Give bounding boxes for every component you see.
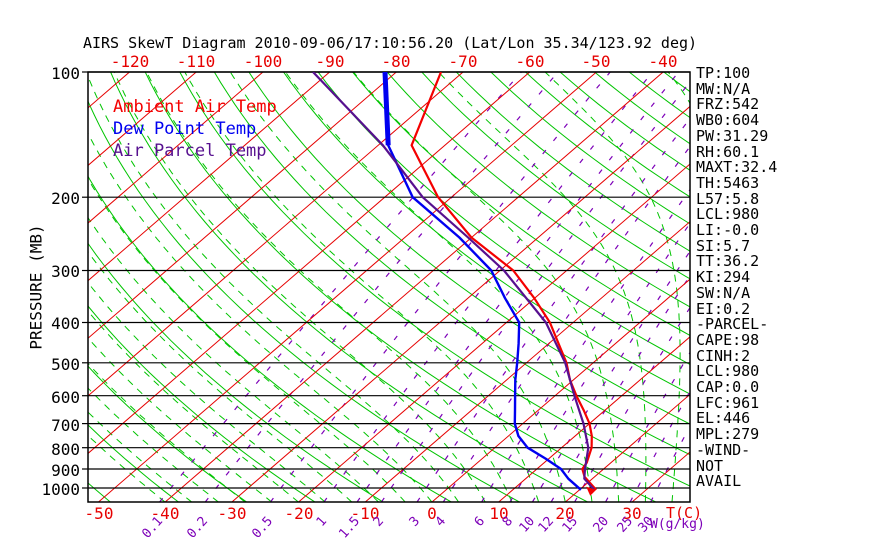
bottom-temp-label: 0	[427, 504, 437, 523]
stat-line-cape-98: CAPE:98	[696, 330, 760, 349]
legend-item-2: Air Parcel Temp	[113, 141, 267, 161]
stat-line-rh-60-1: RH:60.1	[696, 142, 760, 161]
stat-line-mw-n-a: MW:N/A	[696, 79, 751, 98]
stat-line-ei-0-2: EI:0.2	[696, 299, 751, 318]
legend-item-1: Dew Point Temp	[113, 119, 257, 139]
bottom-temp-label: -20	[284, 504, 314, 523]
bottom-temp-label: -50	[84, 504, 114, 523]
top-temp-label: -80	[381, 52, 411, 71]
stat-line-cap-0-0: CAP:0.0	[696, 378, 760, 396]
stat-line-tp-100: TP:100	[696, 64, 751, 82]
bottom-temp-label: 20	[555, 504, 575, 523]
stat-line-pw-31-29: PW:31.29	[696, 126, 769, 145]
top-temp-label: -120	[110, 52, 150, 71]
pressure-tick-label: 900	[51, 461, 80, 480]
pressure-tick-label: 800	[51, 440, 80, 459]
top-temp-label: -40	[648, 52, 678, 71]
top-temp-label: -70	[448, 52, 478, 71]
stat-line-wb0-604: WB0:604	[696, 111, 760, 130]
stat-line-tt-36-2: TT:36.2	[696, 252, 760, 271]
pressure-tick-label: 100	[51, 64, 80, 83]
stat-line-l57-5-8: L57:5.8	[696, 189, 760, 208]
stat-line-maxt-32-4: MAXT:32.4	[696, 158, 778, 177]
stat-line-avail: AVAIL	[696, 472, 742, 491]
stat-line-th-5463: TH:5463	[696, 173, 760, 192]
stat-line--wind-: -WIND-	[696, 440, 751, 459]
bottom-temp-label: -30	[217, 504, 247, 523]
stat-line-lcl-980: LCL:980	[696, 205, 760, 224]
pressure-tick-label: 700	[51, 416, 80, 435]
stat-line-li-0-0: LI:-0.0	[696, 221, 760, 239]
stat-line-ki-294: KI:294	[696, 268, 751, 287]
stat-line-sw-n-a: SW:N/A	[696, 283, 751, 302]
bottom-temp-label: -40	[150, 504, 180, 523]
pressure-tick-label: 600	[51, 388, 80, 407]
stat-line--parcel-: -PARCEL-	[696, 315, 769, 334]
bottom-temp-label: 10	[489, 504, 509, 523]
top-temp-label: -90	[315, 52, 345, 71]
mixing-axis-unit-label: W(g/kg)	[650, 517, 705, 532]
temp-axis-unit-label: T(C)	[666, 504, 703, 522]
chart-title: AIRS SkewT Diagram 2010-09-06/17:10:56.2…	[82, 34, 698, 52]
stat-line-lfc-961: LFC:961	[696, 393, 760, 412]
top-temp-label: -50	[581, 52, 611, 71]
bottom-temp-label: -10	[350, 504, 380, 523]
stat-line-mpl-279: MPL:279	[696, 425, 760, 444]
pressure-tick-label: 1000	[41, 480, 80, 499]
bottom-temp-label: 30	[622, 504, 642, 523]
stat-line-si-5-7: SI:5.7	[696, 236, 751, 255]
pressure-tick-label: 400	[51, 314, 80, 333]
stat-line-lcl-980: LCL:980	[696, 362, 760, 381]
pressure-tick-label: 200	[51, 189, 80, 208]
pressure-tick-label: 500	[51, 355, 80, 374]
stat-line-el-446: EL:446	[696, 409, 751, 428]
top-temp-label: -110	[176, 52, 216, 71]
stat-line-frz-542: FRZ:542	[696, 95, 760, 114]
stat-line-cinh-2: CINH:2	[696, 346, 751, 365]
stat-line-not: NOT	[696, 456, 724, 475]
pressure-tick-label: 300	[51, 262, 80, 281]
top-temp-label: -60	[515, 52, 545, 71]
top-temp-label: -100	[243, 52, 283, 71]
legend-item-0: Ambient Air Temp	[113, 97, 277, 117]
